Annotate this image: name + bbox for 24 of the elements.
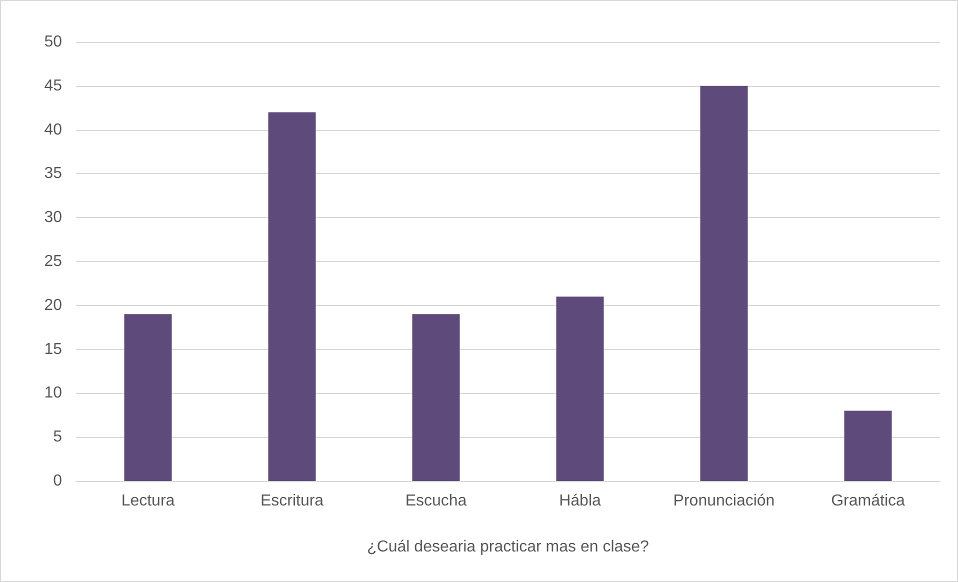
y-tick-label: 45 xyxy=(44,77,62,94)
y-tick-label: 25 xyxy=(44,253,62,270)
bar xyxy=(556,296,604,481)
x-tick-label: Hábla xyxy=(559,492,601,510)
x-tick-label: Escritura xyxy=(260,492,324,510)
y-tick-label: 40 xyxy=(44,121,62,138)
y-tick-label: 50 xyxy=(44,34,62,50)
bar xyxy=(700,86,748,481)
y-tick-label: 20 xyxy=(44,296,62,314)
x-tick-label: Lectura xyxy=(121,492,175,510)
y-tick-label: 35 xyxy=(44,165,62,182)
bar xyxy=(412,314,460,481)
x-tick-label: Gramática xyxy=(831,492,905,510)
x-axis-title: ¿Cuál desearia practicar mas en clase? xyxy=(367,538,650,556)
y-tick-label: 30 xyxy=(44,209,62,226)
bar xyxy=(844,410,892,481)
x-tick-label: Escucha xyxy=(405,492,467,510)
y-tick-label: 10 xyxy=(44,384,62,402)
bar xyxy=(124,314,172,481)
y-tick-label: 15 xyxy=(44,340,62,358)
bar xyxy=(268,112,316,481)
y-tick-label: 0 xyxy=(53,472,62,490)
y-tick-label: 5 xyxy=(53,428,62,446)
x-tick-label: Pronunciación xyxy=(673,492,775,510)
